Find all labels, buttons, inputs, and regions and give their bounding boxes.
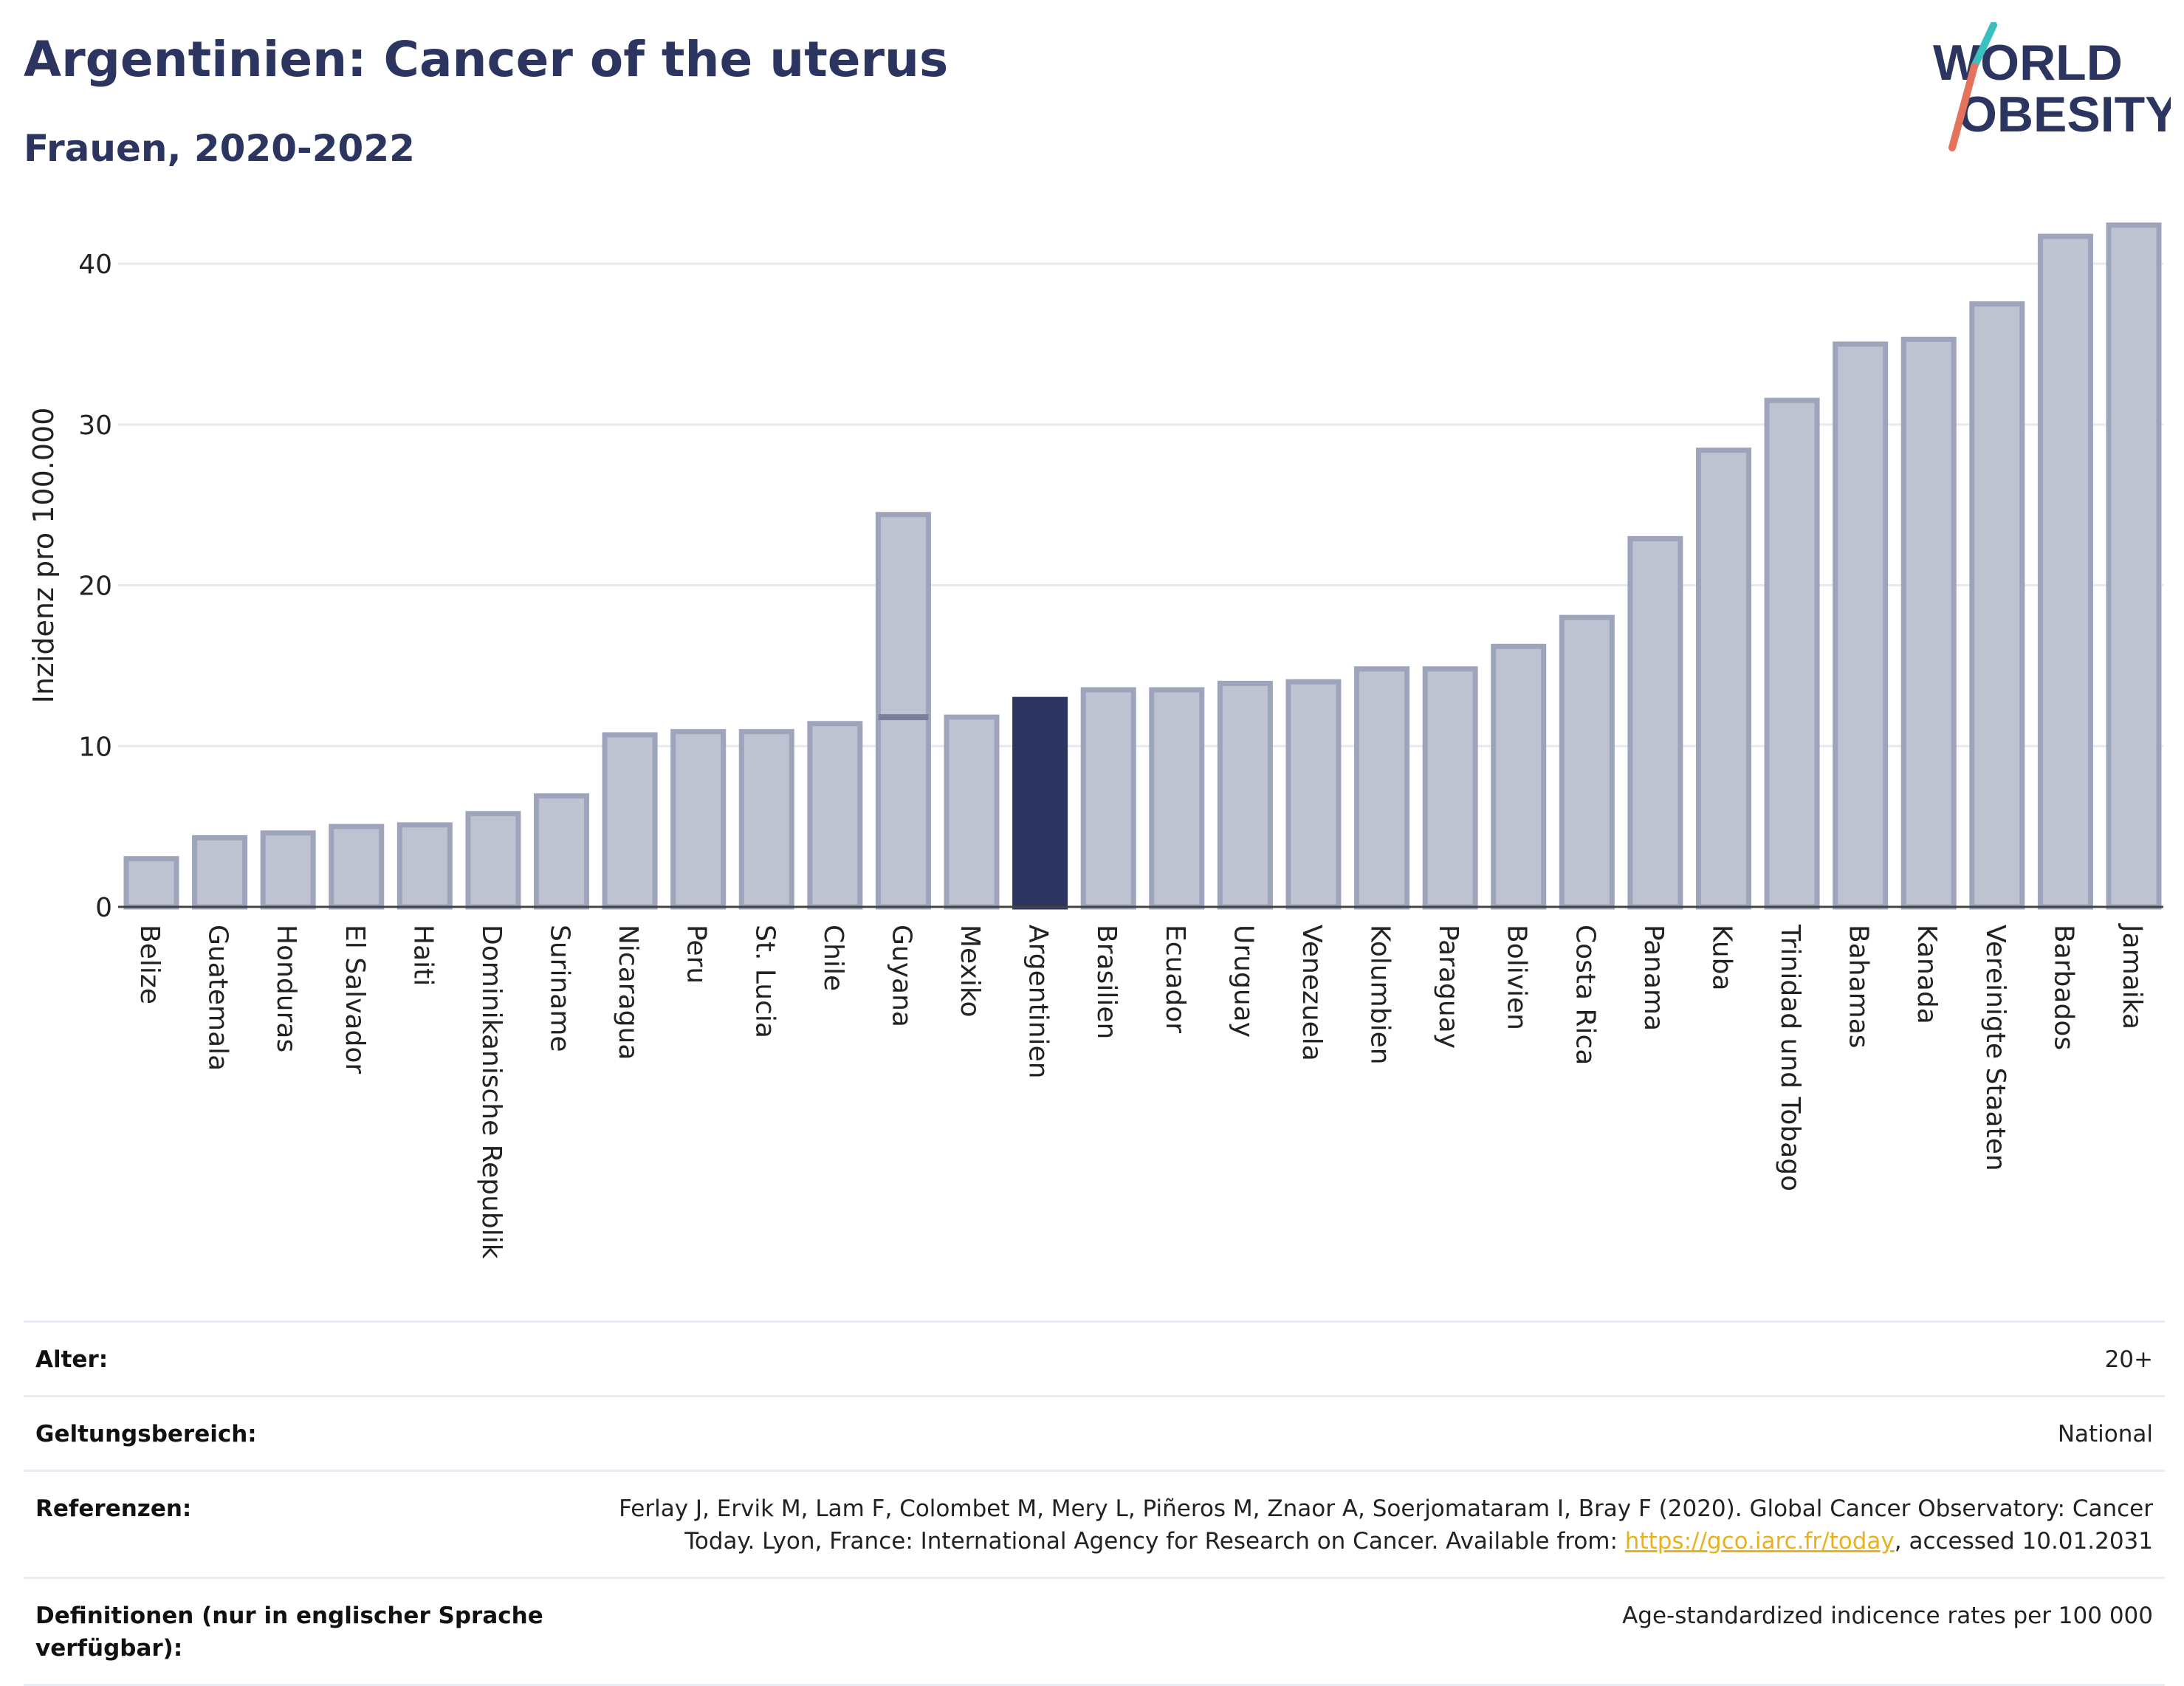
bar-venezuela bbox=[1285, 679, 1342, 910]
bar-suriname bbox=[534, 793, 590, 910]
bar-kuba bbox=[1695, 448, 1751, 910]
bar-dominikanische-republik bbox=[465, 811, 521, 910]
x-tick-label: Kanada bbox=[1912, 925, 1942, 1024]
chart-bars bbox=[123, 222, 2162, 910]
bar-bolivien bbox=[1491, 643, 1547, 910]
x-tick-label: Dominikanische Republik bbox=[476, 925, 506, 1259]
bar-panama bbox=[1627, 535, 1683, 910]
metadata-table: Alter: 20+ Geltungsbereich: National Ref… bbox=[24, 1320, 2165, 1686]
x-tick-label: Bahamas bbox=[1844, 925, 1874, 1049]
bar-honduras bbox=[260, 830, 316, 910]
references-accessed: , accessed 10.01.2031 bbox=[1894, 1528, 2153, 1555]
bar-paraguay bbox=[1422, 666, 1478, 910]
bar-guyana bbox=[875, 512, 931, 910]
x-tick-label: Suriname bbox=[545, 925, 575, 1052]
x-tick-label: Venezuela bbox=[1297, 925, 1327, 1061]
bar-jamaika bbox=[2106, 222, 2162, 910]
x-tick-label: Guatemala bbox=[203, 925, 233, 1071]
y-tick-label: 20 bbox=[78, 572, 112, 602]
references-link[interactable]: https://gco.iarc.fr/today bbox=[1624, 1528, 1895, 1555]
logo-slash-teal bbox=[1971, 22, 1997, 70]
scope-label: Geltungsbereich: bbox=[35, 1421, 257, 1447]
y-tick-label: 30 bbox=[78, 411, 112, 441]
x-tick-label: Belize bbox=[134, 925, 165, 1004]
y-axis-label: Inzidenz pro 100.000 bbox=[27, 408, 60, 704]
bar-argentinien bbox=[1012, 696, 1068, 910]
bar-kolumbien bbox=[1354, 666, 1410, 910]
bar-brasilien bbox=[1080, 687, 1136, 910]
x-tick-label: Brasilien bbox=[1091, 925, 1122, 1039]
meta-row-scope: Geltungsbereich: National bbox=[24, 1395, 2165, 1470]
x-tick-label: Peru bbox=[681, 925, 712, 984]
definitions-value: Age-standardized indicence rates per 100… bbox=[1622, 1603, 2153, 1629]
y-tick-label: 0 bbox=[95, 893, 112, 923]
x-tick-label: Vereinigte Staaten bbox=[1980, 925, 2010, 1171]
chart-grid bbox=[118, 262, 2163, 747]
bar-bahamas bbox=[1833, 341, 1889, 910]
scope-value: National bbox=[2057, 1421, 2153, 1447]
x-tick-label: Kuba bbox=[1706, 925, 1737, 991]
bar-st-lucia bbox=[738, 729, 794, 910]
logo-line1: WORLD bbox=[1933, 35, 2123, 91]
bar-ecuador bbox=[1149, 687, 1205, 910]
x-tick-label: Paraguay bbox=[1433, 925, 1463, 1049]
bar-trinidad-und-tobago bbox=[1764, 397, 1820, 910]
x-tick-label: Bolivien bbox=[1502, 925, 1532, 1030]
x-tick-label: Panama bbox=[1638, 925, 1669, 1031]
bar-chart: 0 10 20 30 40 Belize Guatemala Honduras El Salv… bbox=[27, 222, 2163, 1259]
x-tick-label: Honduras bbox=[271, 925, 301, 1052]
x-tick-label: Costa Rica bbox=[1570, 925, 1600, 1065]
x-tick-label: Haiti bbox=[408, 925, 438, 986]
bar-haiti bbox=[396, 822, 453, 910]
x-tick-label: Jamaika bbox=[2117, 923, 2147, 1029]
bar-uruguay bbox=[1217, 680, 1273, 910]
x-tick-label: El Salvador bbox=[340, 925, 370, 1074]
x-axis: Belize Guatemala Honduras El Salvador Haiti D… bbox=[118, 905, 2163, 1259]
y-tick-label: 40 bbox=[78, 250, 112, 280]
x-tick-label: Chile bbox=[818, 925, 848, 991]
bar-kanada bbox=[1900, 336, 1957, 910]
y-axis: 0 10 20 30 40 bbox=[78, 250, 112, 923]
x-tick-label: Uruguay bbox=[1228, 925, 1258, 1038]
x-tick-label: Guyana bbox=[886, 925, 916, 1027]
definitions-label: Definitionen (nur in englischer Sprache … bbox=[35, 1603, 543, 1662]
age-label: Alter: bbox=[35, 1346, 109, 1373]
x-tick-label: Trinidad und Tobago bbox=[1775, 924, 1805, 1191]
references-label: Referenzen: bbox=[35, 1495, 192, 1522]
x-tick-label: Argentinien bbox=[1023, 925, 1054, 1079]
bar-mexiko bbox=[944, 714, 1000, 910]
bar-costa-rica bbox=[1559, 614, 1615, 910]
logo-slash-coral bbox=[1948, 63, 1978, 151]
x-tick-label: Barbados bbox=[2048, 925, 2078, 1050]
logo-line2: OBESITY bbox=[1958, 86, 2171, 143]
meta-row-definitions: Definitionen (nur in englischer Sprache … bbox=[24, 1577, 2165, 1686]
page-title: Argentinien: Cancer of the uterus bbox=[24, 31, 949, 88]
bar-belize bbox=[123, 856, 179, 910]
y-tick-label: 10 bbox=[78, 732, 112, 762]
page-subtitle: Frauen, 2020-2022 bbox=[24, 127, 415, 170]
references-value: Ferlay J, Ervik M, Lam F, Colombet M, Me… bbox=[602, 1493, 2153, 1558]
bar-nicaragua bbox=[602, 732, 658, 910]
x-tick-label: St. Lucia bbox=[749, 925, 780, 1038]
age-value: 20+ bbox=[2104, 1346, 2153, 1373]
x-tick-label: Mexiko bbox=[955, 925, 985, 1017]
world-obesity-logo: WORLD OBESITY bbox=[1933, 22, 2171, 151]
meta-row-references: Referenzen: Ferlay J, Ervik M, Lam F, Co… bbox=[24, 1470, 2165, 1577]
bar-guatemala bbox=[192, 835, 248, 910]
references-text: Ferlay J, Ervik M, Lam F, Colombet M, Me… bbox=[619, 1495, 2153, 1555]
bar-el-salvador bbox=[329, 823, 385, 910]
x-tick-label: Ecuador bbox=[1160, 925, 1190, 1033]
bar-vereinigte-staaten bbox=[1969, 301, 2025, 910]
meta-row-age: Alter: 20+ bbox=[24, 1320, 2165, 1395]
bar-barbados bbox=[2037, 233, 2093, 910]
bar-chile bbox=[807, 721, 863, 910]
x-tick-label: Kolumbien bbox=[1365, 925, 1395, 1065]
bar-peru bbox=[670, 729, 727, 910]
x-tick-label: Nicaragua bbox=[613, 925, 643, 1060]
